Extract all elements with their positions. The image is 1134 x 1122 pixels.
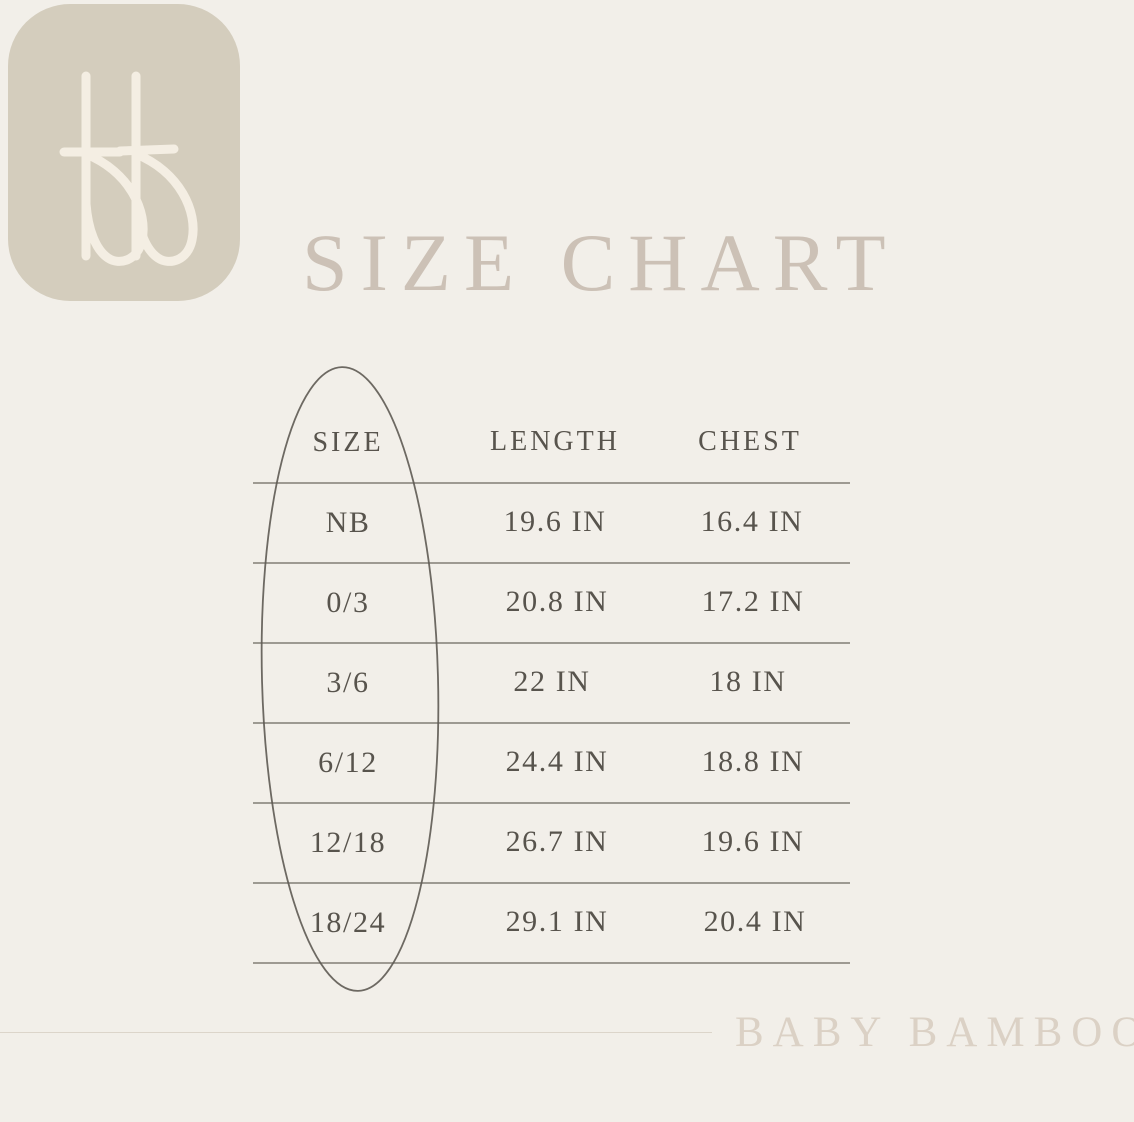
cell-chest: 16.4 IN — [700, 505, 804, 538]
cell-length: 29.1 IN — [505, 905, 609, 938]
cell-length: 22 IN — [513, 665, 591, 698]
cell-size: 6/12 — [318, 746, 378, 779]
cell-length: 19.6 IN — [503, 505, 607, 538]
page-title: SIZE CHART — [302, 217, 899, 308]
brand-name: BABY BAMBOO — [735, 1009, 1134, 1056]
cell-size: 3/6 — [326, 666, 370, 699]
cell-length: 26.7 IN — [505, 825, 609, 858]
cell-chest: 18 IN — [709, 665, 787, 698]
cell-chest: 19.6 IN — [701, 825, 805, 858]
cell-chest: 17.2 IN — [701, 585, 805, 618]
cell-size: 0/3 — [326, 586, 370, 619]
column-header-length: LENGTH — [490, 426, 620, 457]
footer-divider — [0, 1032, 712, 1033]
column-header-chest: CHEST — [698, 426, 802, 457]
cell-size: 18/24 — [309, 906, 387, 939]
cell-chest: 20.4 IN — [703, 905, 807, 938]
cell-size: NB — [325, 506, 371, 539]
bb-monogram-icon — [59, 71, 198, 266]
column-header-size: SIZE — [312, 427, 384, 458]
brand-logo-tile — [8, 4, 240, 301]
cell-size: 12/18 — [309, 826, 387, 859]
cell-length: 24.4 IN — [505, 745, 609, 778]
cell-chest: 18.8 IN — [701, 745, 805, 778]
cell-length: 20.8 IN — [505, 585, 609, 618]
